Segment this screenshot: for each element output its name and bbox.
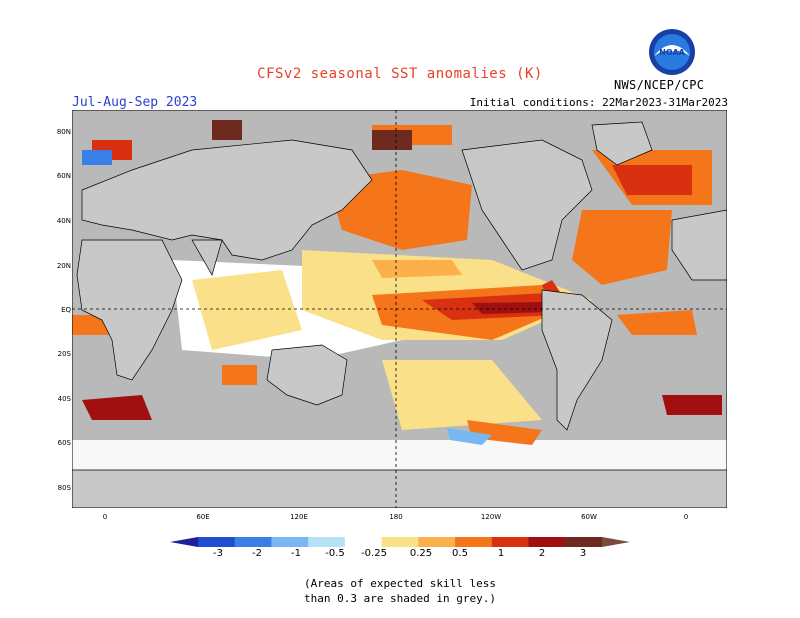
lon-label: 180 xyxy=(376,513,416,521)
colorbar-segment xyxy=(345,537,382,547)
colorbar-label: 2 xyxy=(522,548,562,559)
lat-label: 40S xyxy=(53,395,71,403)
colorbar-label: 1 xyxy=(481,548,521,559)
skill-note-line: than 0.3 are shaded in grey.) xyxy=(0,591,800,606)
lat-label: 60N xyxy=(53,172,71,180)
colorbar-segment xyxy=(235,537,272,547)
colorbar-label: -3 xyxy=(198,548,238,559)
colorbar-label: -2 xyxy=(237,548,277,559)
colorbar-label: 3 xyxy=(563,548,603,559)
lon-label: 60E xyxy=(183,513,223,521)
colorbar-segment xyxy=(198,537,235,547)
colorbar-label: -0.25 xyxy=(354,548,394,559)
lat-label: 80N xyxy=(53,128,71,136)
colorbar-segment xyxy=(529,537,566,547)
colorbar-segment xyxy=(382,537,419,547)
lon-label: 120E xyxy=(279,513,319,521)
colorbar-segment xyxy=(455,537,492,547)
lon-label: 60W xyxy=(569,513,609,521)
agency-label: NWS/NCEP/CPC xyxy=(614,78,704,92)
skill-note: (Areas of expected skill less than 0.3 a… xyxy=(0,576,800,606)
colorbar-label: 0.5 xyxy=(440,548,480,559)
noaa-logo-icon: NOAA xyxy=(648,28,696,76)
skill-note-line: (Areas of expected skill less xyxy=(0,576,800,591)
colorbar-label: 0.25 xyxy=(401,548,441,559)
colorbar-arrow-low xyxy=(170,537,198,547)
colorbar-arrow-high xyxy=(602,537,630,547)
colorbar-segment xyxy=(418,537,455,547)
lon-label: 0 xyxy=(85,513,125,521)
lat-label: 20N xyxy=(53,262,71,270)
colorbar-segment xyxy=(492,537,529,547)
colorbar-segment xyxy=(308,537,345,547)
colorbar-segment xyxy=(271,537,308,547)
lat-label: 40N xyxy=(53,217,71,225)
sst-anomaly-map xyxy=(72,110,727,508)
lat-label: EQ xyxy=(53,306,71,314)
lat-label: 20S xyxy=(53,350,71,358)
initial-conditions-label: Initial conditions: 22Mar2023-31Mar2023 xyxy=(470,96,728,109)
lat-label: 80S xyxy=(53,484,71,492)
colorbar-segment xyxy=(565,537,602,547)
logo-text: NOAA xyxy=(659,48,685,57)
lon-label: 120W xyxy=(471,513,511,521)
colorbar-label: -0.5 xyxy=(315,548,355,559)
lon-label: 0 xyxy=(666,513,706,521)
colorbar-label: -1 xyxy=(276,548,316,559)
season-label: Jul-Aug-Sep 2023 xyxy=(72,95,197,110)
lat-label: 60S xyxy=(53,439,71,447)
